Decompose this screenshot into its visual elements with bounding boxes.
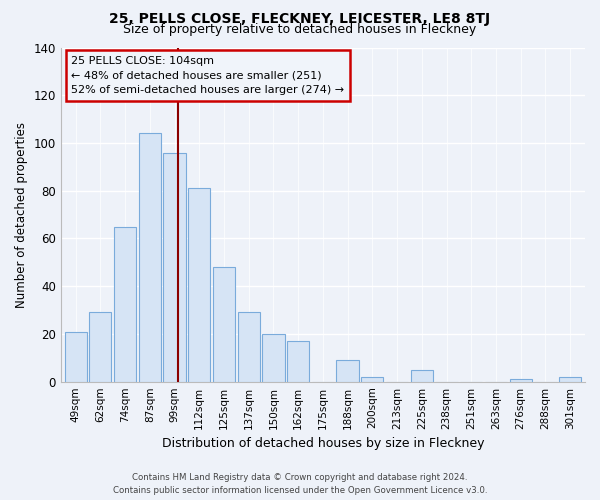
Bar <box>238 312 260 382</box>
Bar <box>410 370 433 382</box>
Text: Size of property relative to detached houses in Fleckney: Size of property relative to detached ho… <box>124 22 476 36</box>
Bar <box>287 341 309 382</box>
X-axis label: Distribution of detached houses by size in Fleckney: Distribution of detached houses by size … <box>161 437 484 450</box>
Bar <box>114 226 136 382</box>
Bar <box>163 152 185 382</box>
Bar <box>361 377 383 382</box>
Text: 25, PELLS CLOSE, FLECKNEY, LEICESTER, LE8 8TJ: 25, PELLS CLOSE, FLECKNEY, LEICESTER, LE… <box>109 12 491 26</box>
Text: Contains HM Land Registry data © Crown copyright and database right 2024.
Contai: Contains HM Land Registry data © Crown c… <box>113 474 487 495</box>
Bar <box>509 380 532 382</box>
Bar <box>89 312 112 382</box>
Y-axis label: Number of detached properties: Number of detached properties <box>15 122 28 308</box>
Bar <box>559 377 581 382</box>
Bar <box>337 360 359 382</box>
Bar <box>262 334 284 382</box>
Bar <box>65 332 87 382</box>
Bar <box>213 267 235 382</box>
Bar <box>139 134 161 382</box>
Bar <box>188 188 211 382</box>
Text: 25 PELLS CLOSE: 104sqm
← 48% of detached houses are smaller (251)
52% of semi-de: 25 PELLS CLOSE: 104sqm ← 48% of detached… <box>71 56 344 96</box>
